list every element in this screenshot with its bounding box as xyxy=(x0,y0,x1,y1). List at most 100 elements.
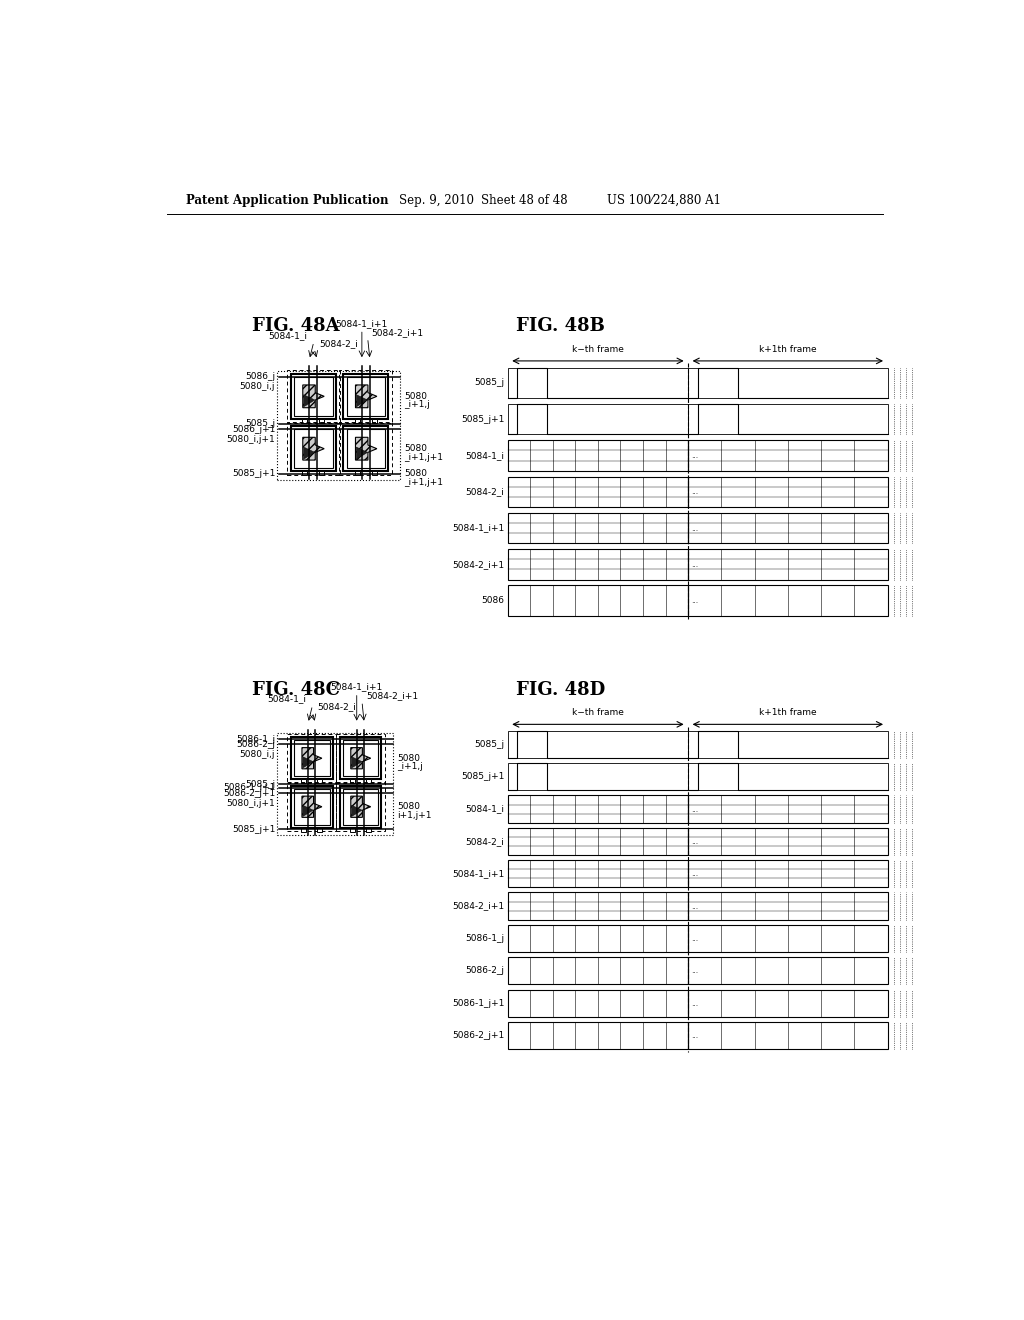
Bar xyxy=(350,828,355,832)
Bar xyxy=(688,892,888,920)
Bar xyxy=(508,763,688,791)
Bar xyxy=(346,429,385,467)
Polygon shape xyxy=(351,747,371,768)
Text: k+1th frame: k+1th frame xyxy=(759,709,816,718)
Text: 5084-2_i: 5084-2_i xyxy=(466,487,505,496)
Text: ...: ... xyxy=(691,1031,698,1040)
Text: 5086-2_j+1: 5086-2_j+1 xyxy=(223,788,275,797)
Text: k+1th frame: k+1th frame xyxy=(759,345,816,354)
Bar xyxy=(508,1022,688,1049)
Bar xyxy=(319,418,325,424)
Polygon shape xyxy=(351,756,362,768)
Bar xyxy=(367,779,371,783)
Bar xyxy=(508,861,688,887)
Text: 5080_i,j+1: 5080_i,j+1 xyxy=(226,434,275,444)
Bar xyxy=(301,828,306,832)
Bar xyxy=(688,513,888,544)
Text: 5084-2_i: 5084-2_i xyxy=(318,339,357,348)
Text: FIG. 48D: FIG. 48D xyxy=(515,681,605,698)
Bar xyxy=(355,418,359,424)
Bar xyxy=(688,796,888,822)
Bar xyxy=(342,741,379,776)
Text: 5085_j: 5085_j xyxy=(245,420,275,428)
Bar xyxy=(294,378,333,416)
Text: Sheet 48 of 48: Sheet 48 of 48 xyxy=(480,194,567,207)
Text: 5086_j: 5086_j xyxy=(245,372,275,381)
Text: 5085_j+1: 5085_j+1 xyxy=(231,825,275,834)
Polygon shape xyxy=(304,395,315,407)
Bar xyxy=(346,378,385,416)
Text: 5084-1_i+1: 5084-1_i+1 xyxy=(453,870,505,878)
Text: ...: ... xyxy=(691,524,698,532)
Bar xyxy=(508,925,688,952)
Bar xyxy=(291,738,333,779)
Bar xyxy=(508,441,688,471)
Text: i+1,j+1: i+1,j+1 xyxy=(397,810,431,820)
Bar xyxy=(340,785,381,828)
Text: 5080_i,j: 5080_i,j xyxy=(240,750,275,759)
Text: ...: ... xyxy=(691,999,698,1007)
Text: 5085_j+1: 5085_j+1 xyxy=(461,772,505,781)
Bar xyxy=(319,471,325,475)
Text: ...: ... xyxy=(691,966,698,975)
Bar xyxy=(367,828,371,832)
Bar xyxy=(688,828,888,855)
Bar xyxy=(372,471,377,475)
Bar xyxy=(336,734,385,783)
Bar xyxy=(294,789,330,825)
Text: 5080_i,j+1: 5080_i,j+1 xyxy=(226,799,275,808)
Text: ...: ... xyxy=(691,560,698,569)
Text: 5080: 5080 xyxy=(397,803,420,812)
Text: 5084-2_i: 5084-2_i xyxy=(317,702,356,711)
Bar xyxy=(688,957,888,985)
Text: ...: ... xyxy=(691,805,698,813)
Text: 5084-2_i+1: 5084-2_i+1 xyxy=(366,692,418,701)
Polygon shape xyxy=(355,437,377,461)
Text: 5080: 5080 xyxy=(403,469,427,478)
Bar xyxy=(688,925,888,952)
Bar xyxy=(291,426,336,471)
Text: Sep. 9, 2010: Sep. 9, 2010 xyxy=(399,194,474,207)
Text: 5084-1_i+1: 5084-1_i+1 xyxy=(336,319,388,327)
Bar xyxy=(372,418,377,424)
Bar xyxy=(343,426,388,471)
Bar xyxy=(688,586,888,616)
Text: 5085_j+1: 5085_j+1 xyxy=(461,414,505,424)
Text: k−th frame: k−th frame xyxy=(572,345,624,354)
Text: US 100⁄224,880 A1: US 100⁄224,880 A1 xyxy=(607,194,721,207)
Bar xyxy=(294,429,333,467)
Bar xyxy=(688,404,888,434)
Text: 5080: 5080 xyxy=(403,392,427,401)
Bar xyxy=(276,371,400,480)
Text: 5080_i,j: 5080_i,j xyxy=(240,383,275,391)
Bar xyxy=(291,785,333,828)
Polygon shape xyxy=(303,385,325,408)
Text: _i+1,j+1: _i+1,j+1 xyxy=(403,478,443,487)
Bar xyxy=(302,471,307,475)
Polygon shape xyxy=(303,756,313,768)
Text: _i+1,j: _i+1,j xyxy=(397,762,423,771)
Text: 5086-2_j: 5086-2_j xyxy=(237,741,275,748)
Text: 5086_j+1: 5086_j+1 xyxy=(231,425,275,433)
Bar xyxy=(287,783,336,832)
Text: Patent Application Publication: Patent Application Publication xyxy=(186,194,389,207)
Bar xyxy=(291,374,336,418)
Polygon shape xyxy=(351,805,362,817)
Text: ...: ... xyxy=(691,902,698,911)
Polygon shape xyxy=(304,447,315,459)
Text: ...: ... xyxy=(691,487,698,496)
Bar xyxy=(508,892,688,920)
Text: 5086-1_j: 5086-1_j xyxy=(466,935,505,942)
Text: 5086-2_j: 5086-2_j xyxy=(466,966,505,975)
Bar xyxy=(688,1022,888,1049)
Text: ...: ... xyxy=(691,870,698,878)
Bar xyxy=(294,741,330,776)
Bar xyxy=(508,731,688,758)
Bar xyxy=(508,368,688,399)
Bar xyxy=(688,990,888,1016)
Bar xyxy=(276,733,393,836)
Bar xyxy=(508,549,688,579)
Bar xyxy=(508,796,688,822)
Text: 5084-1_i: 5084-1_i xyxy=(268,331,307,341)
Bar xyxy=(317,779,322,783)
